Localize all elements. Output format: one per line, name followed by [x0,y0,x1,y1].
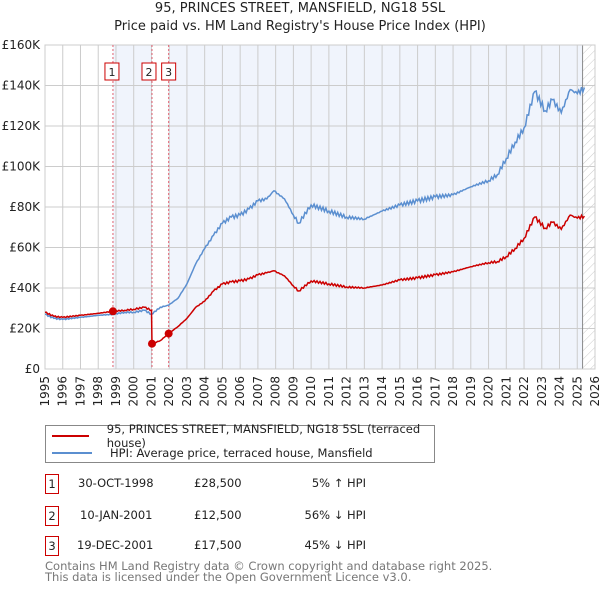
x-tick-label: 1998 [91,376,105,407]
x-tick-label: 2022 [517,376,531,407]
x-tick-label: 2011 [322,376,336,407]
x-tick-label: 2017 [428,376,442,407]
x-tick-label: 2002 [162,376,176,407]
transaction-hpi: 56% ↓ HPI [304,508,366,522]
sale-label-box [161,62,177,81]
chart-title: 95, PRINCES STREET, MANSFIELD, NG18 5SL [154,1,446,16]
x-tick-label: 2012 [340,376,354,407]
y-tick-label: £20K [9,322,41,336]
x-tick-label: 2019 [464,376,478,407]
legend-swatch-blue [52,452,92,454]
x-tick-label: 2000 [127,376,141,407]
x-tick-label: 2024 [553,376,567,407]
y-tick-label: £140K [2,79,42,93]
y-tick-label: £160K [2,38,42,52]
transaction-hpi: 5% ↑ HPI [311,476,366,490]
x-tick-label: 1997 [73,376,87,407]
x-tick-label: 2026 [588,376,600,407]
legend-label: 95, PRINCES STREET, MANSFIELD, NG18 5SL … [106,422,421,450]
y-tick-label: £120K [2,119,42,133]
transaction-hpi: 45% ↓ HPI [304,538,366,552]
x-tick-label: 2016 [411,376,425,407]
legend-item-hpi: HPI: Average price, terraced house, Mans… [52,445,373,461]
sale-label-box [104,62,120,81]
chart-legend: 95, PRINCES STREET, MANSFIELD, NG18 5SL … [45,422,435,463]
x-tick-label: 2023 [535,376,549,407]
x-tick-label: 2021 [499,376,513,407]
legend-label: HPI: Average price, terraced house, Mans… [110,446,373,460]
sale-point [108,307,117,316]
transaction-price: £12,500 [194,508,242,522]
footer-copyright: Contains HM Land Registry data © Crown c… [45,559,493,573]
sale-point [147,339,156,348]
legend-item-property: 95, PRINCES STREET, MANSFIELD, NG18 5SL … [52,422,434,450]
y-tick-label: £0 [25,362,40,376]
y-tick-label: £40K [9,281,41,295]
x-tick-label: 2004 [198,376,212,407]
x-tick-label: 2009 [286,376,300,407]
sale-label: 1 [108,66,115,79]
transaction-number: 1 [45,474,59,494]
transaction-number: 2 [45,506,59,526]
x-tick-label: 1995 [38,376,52,407]
x-tick-label: 2020 [482,376,496,407]
x-tick-label: 2018 [446,376,460,407]
footer-licence: This data is licensed under the Open Gov… [45,570,412,584]
transaction-date: 10-JAN-2001 [80,508,153,522]
series-line [45,213,586,345]
transaction-price: £17,500 [194,538,242,552]
x-tick-label: 2014 [375,376,389,407]
x-tick-label: 2010 [304,376,318,407]
x-tick-label: 2007 [251,376,265,407]
x-tick-label: 2006 [233,376,247,407]
sale-label: 3 [165,66,172,79]
sale-label: 2 [145,66,152,79]
x-tick-label: 1996 [56,376,70,407]
chart-subtitle: Price paid vs. HM Land Registry's House … [114,19,486,34]
transaction-date: 19-DEC-2001 [77,538,154,552]
sale-point [164,329,173,338]
x-tick-label: 2025 [570,376,584,407]
transaction-number: 3 [45,536,59,556]
y-tick-label: £100K [2,160,42,174]
x-tick-label: 2008 [269,376,283,407]
x-tick-label: 2005 [215,376,229,407]
x-tick-label: 2001 [144,376,158,407]
x-tick-label: 1999 [109,376,123,407]
y-tick-label: £80K [9,200,41,214]
x-tick-label: 2003 [180,376,194,407]
plot-frame [44,44,596,370]
transaction-price: £28,500 [194,476,242,490]
sale-label-box [141,62,157,81]
series-line [45,86,586,321]
x-tick-label: 2015 [393,376,407,407]
x-tick-label: 2013 [357,376,371,407]
transaction-date: 30-OCT-1998 [78,476,154,490]
legend-swatch-red [52,435,89,437]
y-tick-label: £60K [9,241,41,255]
